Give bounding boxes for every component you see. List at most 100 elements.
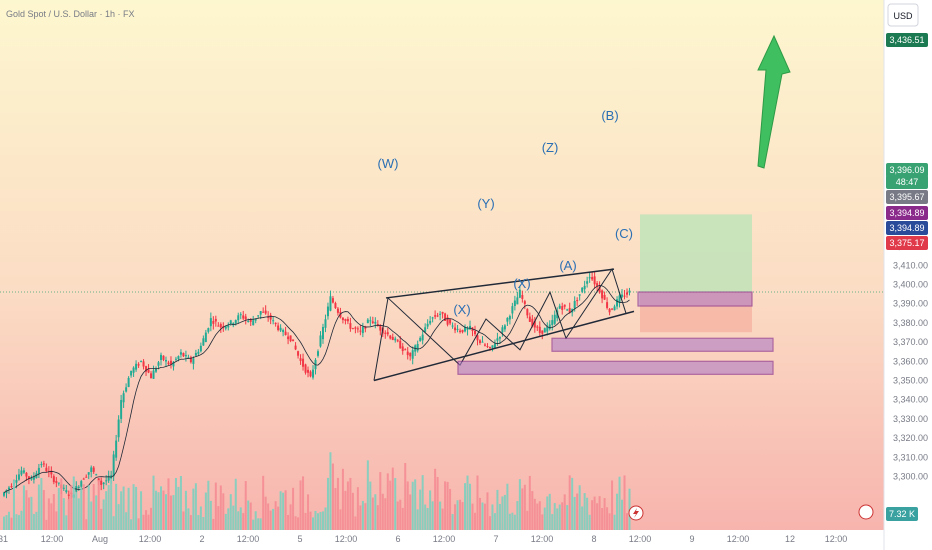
candle-body-232: [581, 287, 584, 292]
volume-bar-168: [421, 475, 424, 530]
volume-bar-23: [60, 478, 63, 530]
y-tick-label-4: 3,390.00: [893, 299, 928, 309]
candle-body-98: [247, 321, 250, 323]
volume-bar-180: [451, 514, 454, 530]
candle-body-95: [239, 314, 242, 316]
candle-body-123: [309, 371, 312, 377]
price-badge-text-4: 3,394.89: [889, 208, 924, 218]
volume-bar-225: [563, 494, 566, 530]
candle-body-169: [424, 327, 427, 332]
volume-bar-215: [538, 501, 541, 530]
candle-body-144: [361, 326, 364, 334]
volume-bar-149: [374, 494, 377, 530]
volume-bar-68: [172, 495, 175, 530]
volume-bar-87: [219, 485, 222, 530]
volume-bar-152: [381, 493, 384, 530]
volume-bar-246: [616, 493, 619, 530]
wave-label-7: (C): [615, 226, 633, 241]
volume-bar-113: [284, 490, 287, 530]
volume-bar-242: [606, 507, 609, 530]
candle-body-12: [32, 476, 35, 480]
volume-bar-196: [491, 504, 494, 530]
volume-bar-188: [471, 503, 474, 530]
candle-body-202: [506, 317, 509, 322]
price-badge-text-2: 48:47: [896, 177, 919, 187]
price-badge-text-3: 3,395.67: [889, 192, 924, 202]
volume-bar-27: [70, 485, 73, 530]
volume-bar-181: [454, 504, 457, 530]
x-tick-label-17: 12:00: [825, 534, 848, 544]
candle-body-41: [105, 480, 108, 482]
volume-bar-112: [282, 492, 285, 530]
candle-body-189: [474, 330, 476, 335]
volume-bar-207: [518, 479, 521, 530]
candle-body-66: [167, 362, 170, 365]
volume-bar-189: [474, 512, 476, 530]
volume-bar-93: [234, 478, 237, 530]
volume-bar-175: [439, 501, 442, 530]
volume-bar-101: [254, 511, 257, 530]
volume-bar-44: [112, 516, 115, 530]
volume-bar-54: [137, 518, 140, 530]
volume-bar-25: [65, 515, 68, 530]
x-tick-label-6: 5: [297, 534, 302, 544]
candle-body-140: [351, 328, 354, 330]
candle-body-167: [419, 337, 422, 341]
volume-bar-45: [115, 483, 118, 530]
candle-body-60: [152, 370, 155, 379]
candle-body-87: [219, 324, 222, 328]
candle-body-185: [464, 326, 467, 332]
volume-bar-244: [611, 480, 614, 530]
volume-bar-238: [596, 503, 599, 530]
upward-arrow: [757, 34, 791, 169]
volume-bar-40: [102, 499, 105, 530]
candle-body-231: [578, 294, 581, 296]
y-tick-label-12: 3,310.00: [893, 452, 928, 462]
candle-body-92: [232, 323, 235, 326]
volume-bar-155: [389, 480, 392, 530]
volume-bar-21: [55, 511, 58, 530]
candle-body-149: [374, 321, 377, 324]
volume-bar-35: [90, 501, 93, 530]
candle-body-46: [117, 419, 120, 438]
candle-body-50: [127, 377, 130, 388]
volume-bar-89: [224, 513, 227, 530]
candle-body-118: [297, 351, 300, 356]
candle-body-19: [50, 470, 53, 475]
price-badge-6: [886, 236, 928, 250]
candle-body-68: [172, 361, 175, 367]
candle-body-72: [182, 352, 185, 357]
candle-body-164: [411, 350, 414, 359]
candle-body-109: [274, 322, 277, 325]
price-badge-3: [886, 190, 928, 204]
volume-bar-154: [386, 473, 389, 530]
x-tick-label-2: Aug: [92, 534, 108, 544]
candle-body-76: [192, 358, 195, 364]
candle-body-59: [150, 373, 153, 379]
candle-body-162: [406, 351, 409, 356]
volume-bar-143: [359, 505, 362, 530]
volume-bar-109: [274, 501, 277, 530]
volume-bar-158: [396, 501, 399, 530]
x-tick-label-9: 12:00: [433, 534, 456, 544]
candle-body-130: [326, 306, 329, 317]
candle-body-37: [95, 474, 98, 476]
volume-bar-173: [434, 468, 437, 530]
volume-bar-131: [329, 452, 332, 530]
candle-body-40: [102, 482, 105, 485]
x-tick-label-15: 12:00: [727, 534, 750, 544]
candle-body-223: [558, 305, 561, 309]
wave-label-5: (X): [513, 276, 530, 291]
volume-bar-9: [25, 490, 28, 530]
y-tick-label-11: 3,320.00: [893, 433, 928, 443]
candle-body-44: [112, 454, 115, 477]
x-tick-label-12: 8: [591, 534, 596, 544]
candle-body-15: [40, 464, 43, 466]
volume-bar-95: [239, 507, 242, 530]
candle-body-36: [92, 467, 95, 472]
volume-bar-233: [583, 493, 586, 530]
candle-body-99: [249, 319, 252, 322]
volume-bar-206: [516, 501, 519, 530]
volume-bar-236: [591, 500, 594, 530]
